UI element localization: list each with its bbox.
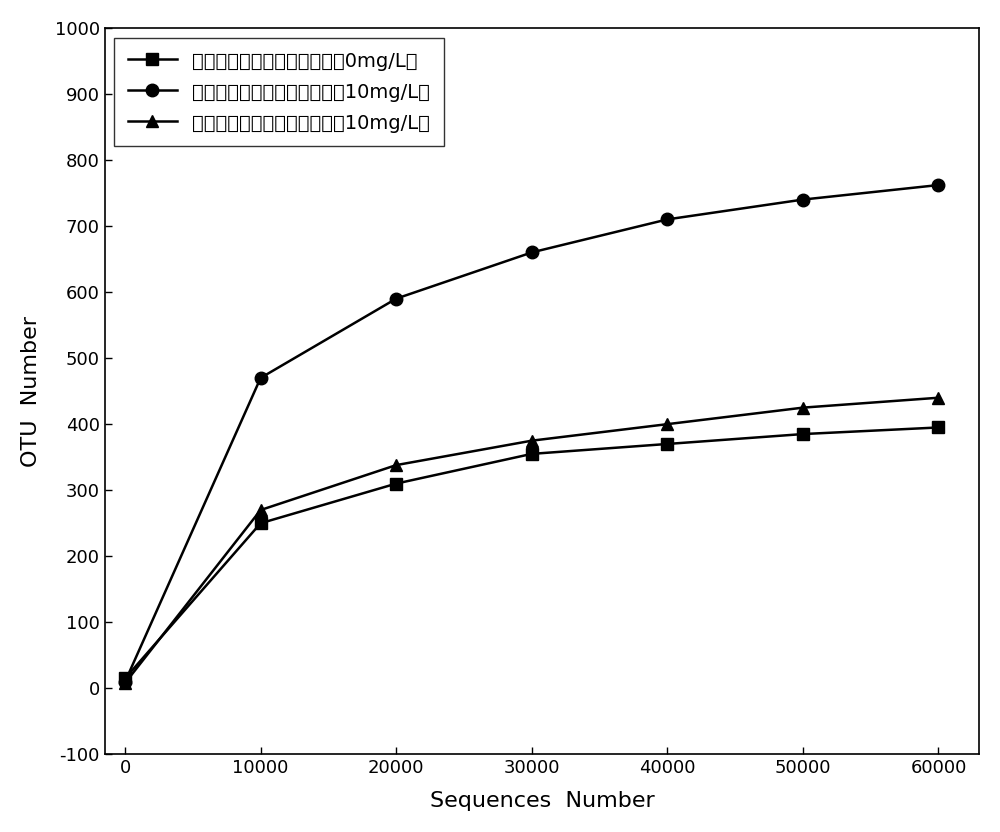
- 藻菌共生体系（抗生素浓度为10mg/L）: [255, 373, 267, 383]
- 活性污泥体系（抗生素浓度为10mg/L）: [255, 505, 267, 515]
- 藻菌共生体系（抗生素浓度为0mg/L）: [255, 518, 267, 528]
- Line: 活性污泥体系（抗生素浓度为10mg/L）: 活性污泥体系（抗生素浓度为10mg/L）: [119, 392, 945, 690]
- 活性污泥体系（抗生素浓度为10mg/L）: [526, 436, 538, 446]
- X-axis label: Sequences  Number: Sequences Number: [430, 791, 654, 811]
- 藻菌共生体系（抗生素浓度为10mg/L）: [390, 294, 402, 304]
- 藻菌共生体系（抗生素浓度为10mg/L）: [797, 195, 809, 205]
- 藻菌共生体系（抗生素浓度为10mg/L）: [526, 247, 538, 257]
- 藻菌共生体系（抗生素浓度为10mg/L）: [932, 180, 944, 190]
- Line: 藻菌共生体系（抗生素浓度为0mg/L）: 藻菌共生体系（抗生素浓度为0mg/L）: [119, 421, 945, 685]
- 活性污泥体系（抗生素浓度为10mg/L）: [390, 460, 402, 470]
- 藻菌共生体系（抗生素浓度为10mg/L）: [661, 215, 673, 225]
- Legend: 藻菌共生体系（抗生素浓度为0mg/L）, 藻菌共生体系（抗生素浓度为10mg/L）, 活性污泥体系（抗生素浓度为10mg/L）: 藻菌共生体系（抗生素浓度为0mg/L）, 藻菌共生体系（抗生素浓度为10mg/L…: [114, 37, 444, 146]
- 活性污泥体系（抗生素浓度为10mg/L）: [119, 678, 131, 688]
- 藻菌共生体系（抗生素浓度为0mg/L）: [797, 429, 809, 439]
- 藻菌共生体系（抗生素浓度为0mg/L）: [661, 439, 673, 449]
- Y-axis label: OTU  Number: OTU Number: [21, 315, 41, 467]
- 活性污泥体系（抗生素浓度为10mg/L）: [797, 403, 809, 413]
- 藻菌共生体系（抗生素浓度为0mg/L）: [526, 449, 538, 459]
- 藻菌共生体系（抗生素浓度为0mg/L）: [932, 423, 944, 433]
- 活性污泥体系（抗生素浓度为10mg/L）: [661, 419, 673, 429]
- 活性污泥体系（抗生素浓度为10mg/L）: [932, 393, 944, 403]
- Line: 藻菌共生体系（抗生素浓度为10mg/L）: 藻菌共生体系（抗生素浓度为10mg/L）: [119, 179, 945, 688]
- 藻菌共生体系（抗生素浓度为0mg/L）: [390, 478, 402, 488]
- 藻菌共生体系（抗生素浓度为10mg/L）: [119, 676, 131, 686]
- 藻菌共生体系（抗生素浓度为0mg/L）: [119, 673, 131, 683]
